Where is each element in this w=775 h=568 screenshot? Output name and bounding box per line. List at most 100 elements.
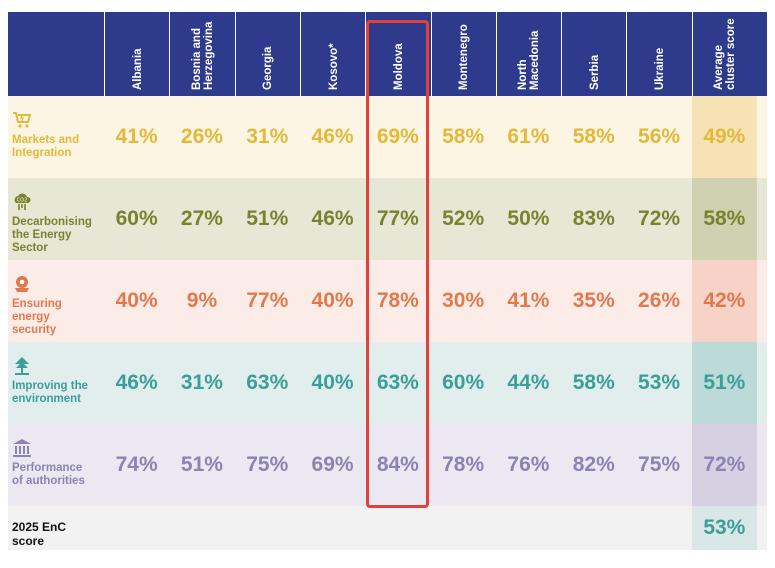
- score-value: 40%: [311, 289, 354, 312]
- score-value: 77%: [376, 207, 419, 230]
- score-value: 9%: [186, 289, 218, 312]
- table-row: Markets and Integration 41% 26% 31% 46% 69% 58…: [8, 96, 767, 178]
- table-row: CO2 Decarbonising the Energy Sector 60% 27%…: [8, 178, 767, 260]
- column-header: Ukraine: [626, 12, 692, 96]
- footer-row: 2025 EnC score 53%: [8, 506, 767, 550]
- footer-average-bg: [691, 506, 757, 550]
- score-value: 78%: [376, 289, 419, 312]
- score-value: 50%: [507, 207, 550, 230]
- score-value: 51%: [246, 207, 289, 230]
- row-category: Performance of authorities: [8, 424, 104, 506]
- svg-text:CO2: CO2: [17, 198, 28, 204]
- average-value: 42%: [703, 289, 746, 312]
- score-value: 84%: [376, 453, 419, 476]
- column-header-label: Average cluster score: [713, 18, 738, 90]
- average-cell-bg: [691, 424, 757, 506]
- score-value: 27%: [180, 207, 223, 230]
- score-value: 75%: [638, 453, 681, 476]
- score-value: 82%: [572, 453, 615, 476]
- column-header: Average cluster score: [691, 12, 758, 96]
- header-bar: [8, 12, 767, 96]
- score-value: 41%: [115, 125, 158, 148]
- score-value: 69%: [376, 125, 419, 148]
- score-value: 58%: [442, 125, 485, 148]
- average-cell-bg: [691, 260, 757, 342]
- score-value: 46%: [311, 207, 354, 230]
- average-value: 49%: [703, 125, 746, 148]
- average-cell-bg: [691, 342, 757, 424]
- score-value: 77%: [246, 289, 289, 312]
- shield-gear-icon: [12, 274, 32, 294]
- row-category: CO2 Decarbonising the Energy Sector: [8, 178, 104, 260]
- score-table: Albania Bosnia and Herzegovina Georgia Koso…: [8, 12, 767, 550]
- row-category-label: Improving the environment: [12, 380, 89, 405]
- score-value: 44%: [507, 371, 550, 394]
- column-header-label: Bosnia and Herzegovina: [190, 21, 215, 90]
- row-category-label: Ensuring energy security: [12, 298, 62, 336]
- average-value: 58%: [703, 207, 746, 230]
- column-header-label: Georgia: [262, 46, 275, 90]
- score-value: 56%: [638, 125, 681, 148]
- column-header: Georgia: [234, 12, 301, 96]
- score-value: 60%: [442, 371, 485, 394]
- column-header: Serbia: [561, 12, 627, 96]
- score-value: 26%: [180, 125, 223, 148]
- score-value: 52%: [442, 207, 485, 230]
- average-cell-bg: [691, 96, 757, 178]
- score-value: 46%: [115, 371, 158, 394]
- row-category: Improving the environment: [8, 342, 104, 424]
- score-value: 26%: [638, 289, 681, 312]
- column-header: Montenegro: [430, 12, 497, 96]
- score-value: 69%: [311, 453, 354, 476]
- column-header: North Macedonia: [495, 12, 562, 96]
- score-value: 61%: [507, 125, 550, 148]
- average-value: 51%: [703, 371, 746, 394]
- score-value: 40%: [115, 289, 158, 312]
- row-category-label: Markets and Integration: [12, 134, 80, 159]
- column-header-label: Albania: [131, 48, 144, 90]
- score-grid: Albania Bosnia and Herzegovina Georgia Koso…: [8, 12, 767, 550]
- score-value: 31%: [180, 371, 223, 394]
- column-header: Bosnia and Herzegovina: [169, 12, 235, 96]
- overall-score-value: 53%: [703, 516, 746, 539]
- column-header-label: North Macedonia: [517, 30, 542, 90]
- score-value: 58%: [572, 371, 615, 394]
- column-header: Moldova: [365, 12, 431, 96]
- score-value: 74%: [115, 453, 158, 476]
- government-building-icon: [12, 438, 32, 458]
- score-value: 35%: [572, 289, 615, 312]
- column-header-label: Moldova: [392, 43, 405, 90]
- score-value: 63%: [246, 371, 289, 394]
- table-row: Improving the environment 46% 31% 63% 40% 63%…: [8, 342, 767, 424]
- footer-label: 2025 EnC score: [12, 520, 67, 548]
- row-category: Ensuring energy security: [8, 260, 104, 342]
- score-value: 41%: [507, 289, 550, 312]
- row-category: Markets and Integration: [8, 96, 104, 178]
- tree-icon: [12, 356, 32, 376]
- score-value: 31%: [246, 125, 289, 148]
- row-category-label: Decarbonising the Energy Sector: [12, 216, 92, 254]
- table-row: Performance of authorities 74% 51% 75% 69% 84…: [8, 424, 767, 506]
- score-value: 51%: [180, 453, 223, 476]
- score-value: 60%: [115, 207, 158, 230]
- score-value: 30%: [442, 289, 485, 312]
- score-value: 76%: [507, 453, 550, 476]
- shopping-cart-icon: [12, 110, 32, 130]
- score-value: 72%: [638, 207, 681, 230]
- column-header-label: Montenegro: [458, 24, 471, 90]
- score-value: 40%: [311, 371, 354, 394]
- score-value: 63%: [376, 371, 419, 394]
- score-value: 58%: [572, 125, 615, 148]
- score-value: 83%: [572, 207, 615, 230]
- column-header-label: Kosovo*: [327, 43, 340, 90]
- row-category-label: Performance of authorities: [12, 462, 85, 487]
- table-row: Ensuring energy security 40% 9% 77% 40% 78% 30…: [8, 260, 767, 342]
- score-value: 53%: [638, 371, 681, 394]
- average-value: 72%: [703, 453, 746, 476]
- column-header: Kosovo*: [299, 12, 366, 96]
- score-value: 78%: [442, 453, 485, 476]
- column-header-label: Ukraine: [654, 47, 667, 90]
- average-cell-bg: [691, 178, 757, 260]
- column-header-label: Serbia: [588, 54, 601, 90]
- column-header: Albania: [104, 12, 170, 96]
